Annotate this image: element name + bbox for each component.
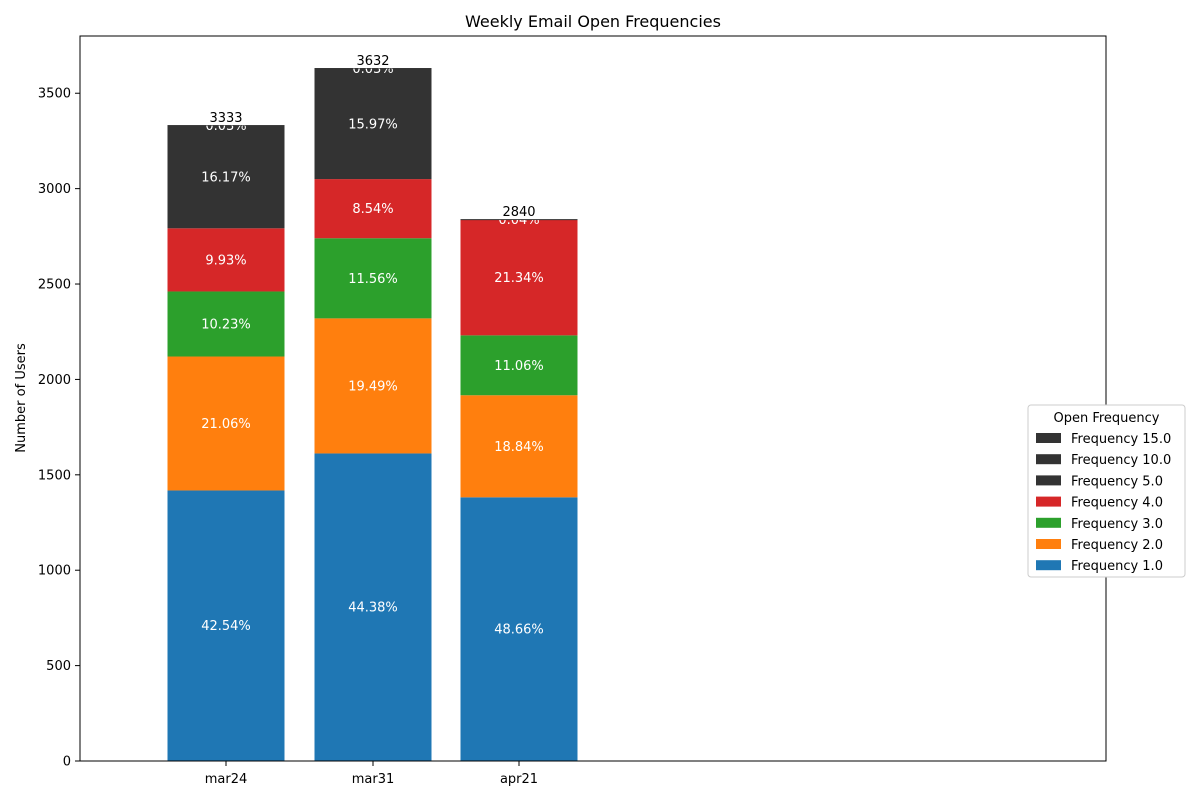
legend-swatch <box>1036 560 1061 571</box>
segment-percent-label: 19.49% <box>348 379 398 394</box>
plot-area: 0 500 1000 1500 2000 2500 3000 3500 mar24 mar31 ap… <box>38 54 578 787</box>
bar-segment <box>314 68 432 180</box>
legend-box <box>1027 404 1186 578</box>
bar-segment <box>460 219 578 220</box>
bar-segment <box>167 356 285 491</box>
y-tick-label: 2500 <box>38 278 71 293</box>
bar-segment <box>314 238 432 319</box>
bar-total-label: 2840 <box>502 205 535 220</box>
legend-entry: Frequency 5.0 <box>1071 474 1163 489</box>
y-tick-label: 1500 <box>38 468 71 483</box>
y-tick-label: 500 <box>46 659 71 674</box>
legend-swatch <box>1036 475 1061 486</box>
y-tick-label: 0 <box>63 755 71 770</box>
segment-percent-label: 0.04% <box>498 213 539 228</box>
segment-percent-label: 21.34% <box>494 271 544 286</box>
y-tick-label: 2000 <box>38 373 71 388</box>
bar-segment <box>460 395 578 498</box>
legend-entry: Frequency 3.0 <box>1071 517 1163 532</box>
legend-swatch <box>1036 539 1061 549</box>
legend-swatch <box>1036 454 1061 465</box>
bar-segment <box>314 179 432 239</box>
x-tick-label: mar31 <box>352 772 395 787</box>
segment-percent-label: 42.54% <box>201 619 251 634</box>
legend-entry: Frequency 2.0 <box>1071 538 1163 553</box>
segment-percent-label: 21.06% <box>201 417 251 432</box>
legend-entry: Frequency 4.0 <box>1071 496 1163 511</box>
y-axis-label: Number of Users <box>14 343 29 453</box>
legend-swatch <box>1036 496 1061 507</box>
legend-entry: Frequency 1.0 <box>1071 559 1163 574</box>
segment-percent-label: 8.54% <box>352 202 393 217</box>
legend-entry: Frequency 10.0 <box>1071 453 1171 468</box>
bar-segment <box>314 318 432 454</box>
bar-segment <box>167 125 285 126</box>
segment-percent-label: 11.56% <box>348 272 398 287</box>
bar-segment <box>314 453 432 761</box>
legend-swatch <box>1036 433 1061 443</box>
y-tick-label: 3500 <box>38 87 71 102</box>
segment-percent-label: 44.38% <box>348 601 398 616</box>
segment-percent-label: 18.84% <box>494 440 544 455</box>
bar-segment <box>460 497 578 761</box>
segment-percent-label: 0.03% <box>205 119 246 134</box>
bar-segment <box>167 291 285 357</box>
legend-title: Open Frequency <box>1053 411 1159 426</box>
segment-percent-label: 15.97% <box>348 117 398 132</box>
chart-title: Weekly Email Open Frequencies <box>465 12 721 31</box>
bar-segment <box>314 68 432 69</box>
bar-segment <box>167 228 285 292</box>
y-tick-label: 1000 <box>38 564 71 579</box>
bar-segment <box>460 219 578 336</box>
segment-percent-label: 10.23% <box>201 317 251 332</box>
segment-percent-label: 9.93% <box>205 253 246 268</box>
legend: Open Frequency Frequency 15.0 Frequency 10… <box>1027 404 1186 578</box>
legend-swatch <box>1036 517 1061 528</box>
x-tick-label: mar24 <box>205 772 248 787</box>
bar-total-label: 3333 <box>209 111 242 126</box>
y-tick-label: 3000 <box>38 182 71 197</box>
segment-percent-label: 16.17% <box>201 170 251 185</box>
segment-percent-label: 48.66% <box>494 623 544 638</box>
segment-percent-label: 0.03% <box>352 62 393 77</box>
legend-entry: Frequency 15.0 <box>1071 432 1171 447</box>
bar-segment <box>167 125 285 229</box>
plot-frame <box>79 35 1107 762</box>
bar-total-label: 3632 <box>356 54 389 69</box>
bar-segment <box>167 490 285 761</box>
x-tick-label: apr21 <box>500 772 538 787</box>
bar-segment <box>460 335 578 396</box>
segment-percent-label: 11.06% <box>494 359 544 374</box>
